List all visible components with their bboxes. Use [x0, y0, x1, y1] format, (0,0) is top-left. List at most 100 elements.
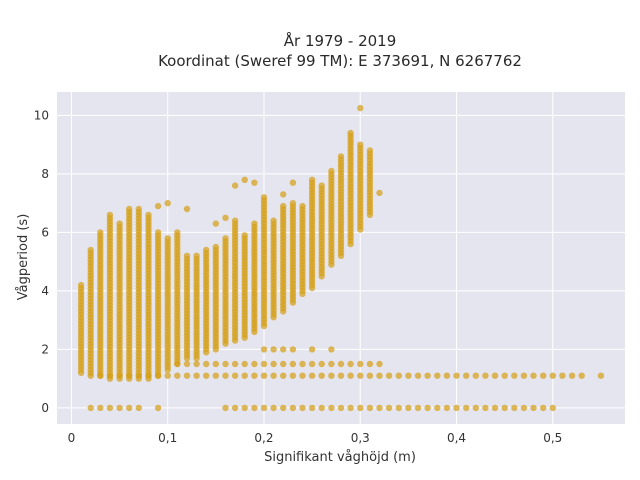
data-point: [241, 404, 248, 412]
data-point: [280, 346, 287, 353]
data-point: [97, 229, 104, 236]
data-point: [260, 194, 268, 201]
data-point: [424, 404, 431, 412]
y-tick-label: 6: [41, 225, 49, 239]
data-point: [318, 360, 325, 368]
data-point: [308, 372, 316, 379]
data-point: [540, 404, 547, 412]
data-point: [77, 281, 85, 289]
data-point: [126, 404, 133, 412]
data-point: [270, 404, 277, 412]
data-point: [280, 372, 287, 379]
data-point: [501, 372, 508, 379]
data-point: [135, 404, 142, 412]
data-point: [482, 404, 489, 412]
data-point: [453, 404, 460, 412]
data-point: [347, 372, 354, 379]
data-point: [308, 346, 316, 353]
data-point: [87, 246, 94, 254]
data-point: [135, 205, 142, 213]
data-point: [260, 346, 268, 353]
data-point: [347, 404, 354, 412]
x-tick-label: 0: [68, 431, 76, 445]
data-point: [174, 372, 181, 379]
data-point: [376, 404, 383, 412]
x-axis-ticks: 0 0,1 0,2 0,3 0,4 0,5: [68, 431, 563, 445]
data-point: [376, 372, 383, 379]
data-point: [289, 179, 297, 186]
data-point: [453, 372, 460, 379]
data-point: [520, 404, 528, 412]
data-point: [463, 404, 470, 412]
data-point: [116, 372, 123, 379]
data-point: [385, 372, 393, 379]
data-point: [530, 404, 537, 412]
data-point: [116, 220, 123, 227]
data-point: [106, 372, 114, 379]
data-point: [241, 360, 248, 368]
x-tick-label: 0,4: [447, 431, 466, 445]
data-point: [154, 404, 162, 412]
x-tick-label: 0,2: [254, 431, 273, 445]
data-point: [231, 217, 239, 224]
data-point: [289, 360, 297, 368]
data-point: [568, 372, 576, 379]
data-point: [289, 372, 297, 379]
data-point: [260, 360, 268, 368]
data-point: [328, 372, 335, 379]
data-point: [193, 252, 200, 259]
data-point: [559, 372, 566, 379]
data-point: [106, 211, 114, 219]
data-point: [154, 372, 162, 379]
data-point: [231, 360, 239, 368]
data-point: [385, 404, 393, 412]
data-point: [578, 372, 585, 379]
data-point: [299, 202, 306, 210]
data-point: [472, 404, 479, 412]
data-point: [270, 372, 277, 379]
data-point: [482, 372, 489, 379]
data-point: [174, 360, 181, 368]
data-point: [154, 202, 162, 210]
data-point: [203, 246, 210, 254]
data-point: [366, 147, 374, 154]
data-point: [520, 372, 528, 379]
data-point: [511, 404, 518, 412]
data-point: [183, 360, 191, 368]
data-point: [251, 179, 258, 186]
data-point: [260, 404, 268, 412]
data-point: [145, 372, 152, 379]
data-point: [318, 182, 325, 189]
data-point: [357, 360, 364, 368]
data-point: [511, 372, 518, 379]
data-point: [366, 404, 374, 412]
data-point: [241, 232, 248, 239]
data-point: [241, 372, 248, 379]
data-point: [597, 372, 605, 379]
y-tick-label: 10: [34, 108, 49, 122]
data-point: [212, 372, 219, 379]
data-point: [193, 360, 200, 368]
data-point: [405, 372, 412, 379]
data-point: [164, 235, 171, 242]
data-point: [443, 372, 451, 379]
data-point: [222, 404, 229, 412]
data-point: [251, 220, 258, 227]
x-tick-label: 0,1: [158, 431, 177, 445]
data-point: [424, 372, 431, 379]
data-point: [203, 372, 210, 379]
data-point: [289, 200, 297, 207]
data-point: [126, 372, 133, 379]
data-point: [405, 404, 412, 412]
y-axis-ticks: 0 2 4 6 8 10: [34, 108, 49, 415]
data-point: [222, 214, 229, 221]
data-point: [472, 372, 479, 379]
data-point: [501, 404, 508, 412]
data-point: [183, 205, 191, 213]
data-point: [289, 346, 297, 353]
chart-title-line-2: Koordinat (Sweref 99 TM): E 373691, N 62…: [158, 52, 522, 70]
data-point: [116, 404, 123, 412]
data-point: [280, 360, 287, 368]
data-point: [183, 372, 191, 379]
